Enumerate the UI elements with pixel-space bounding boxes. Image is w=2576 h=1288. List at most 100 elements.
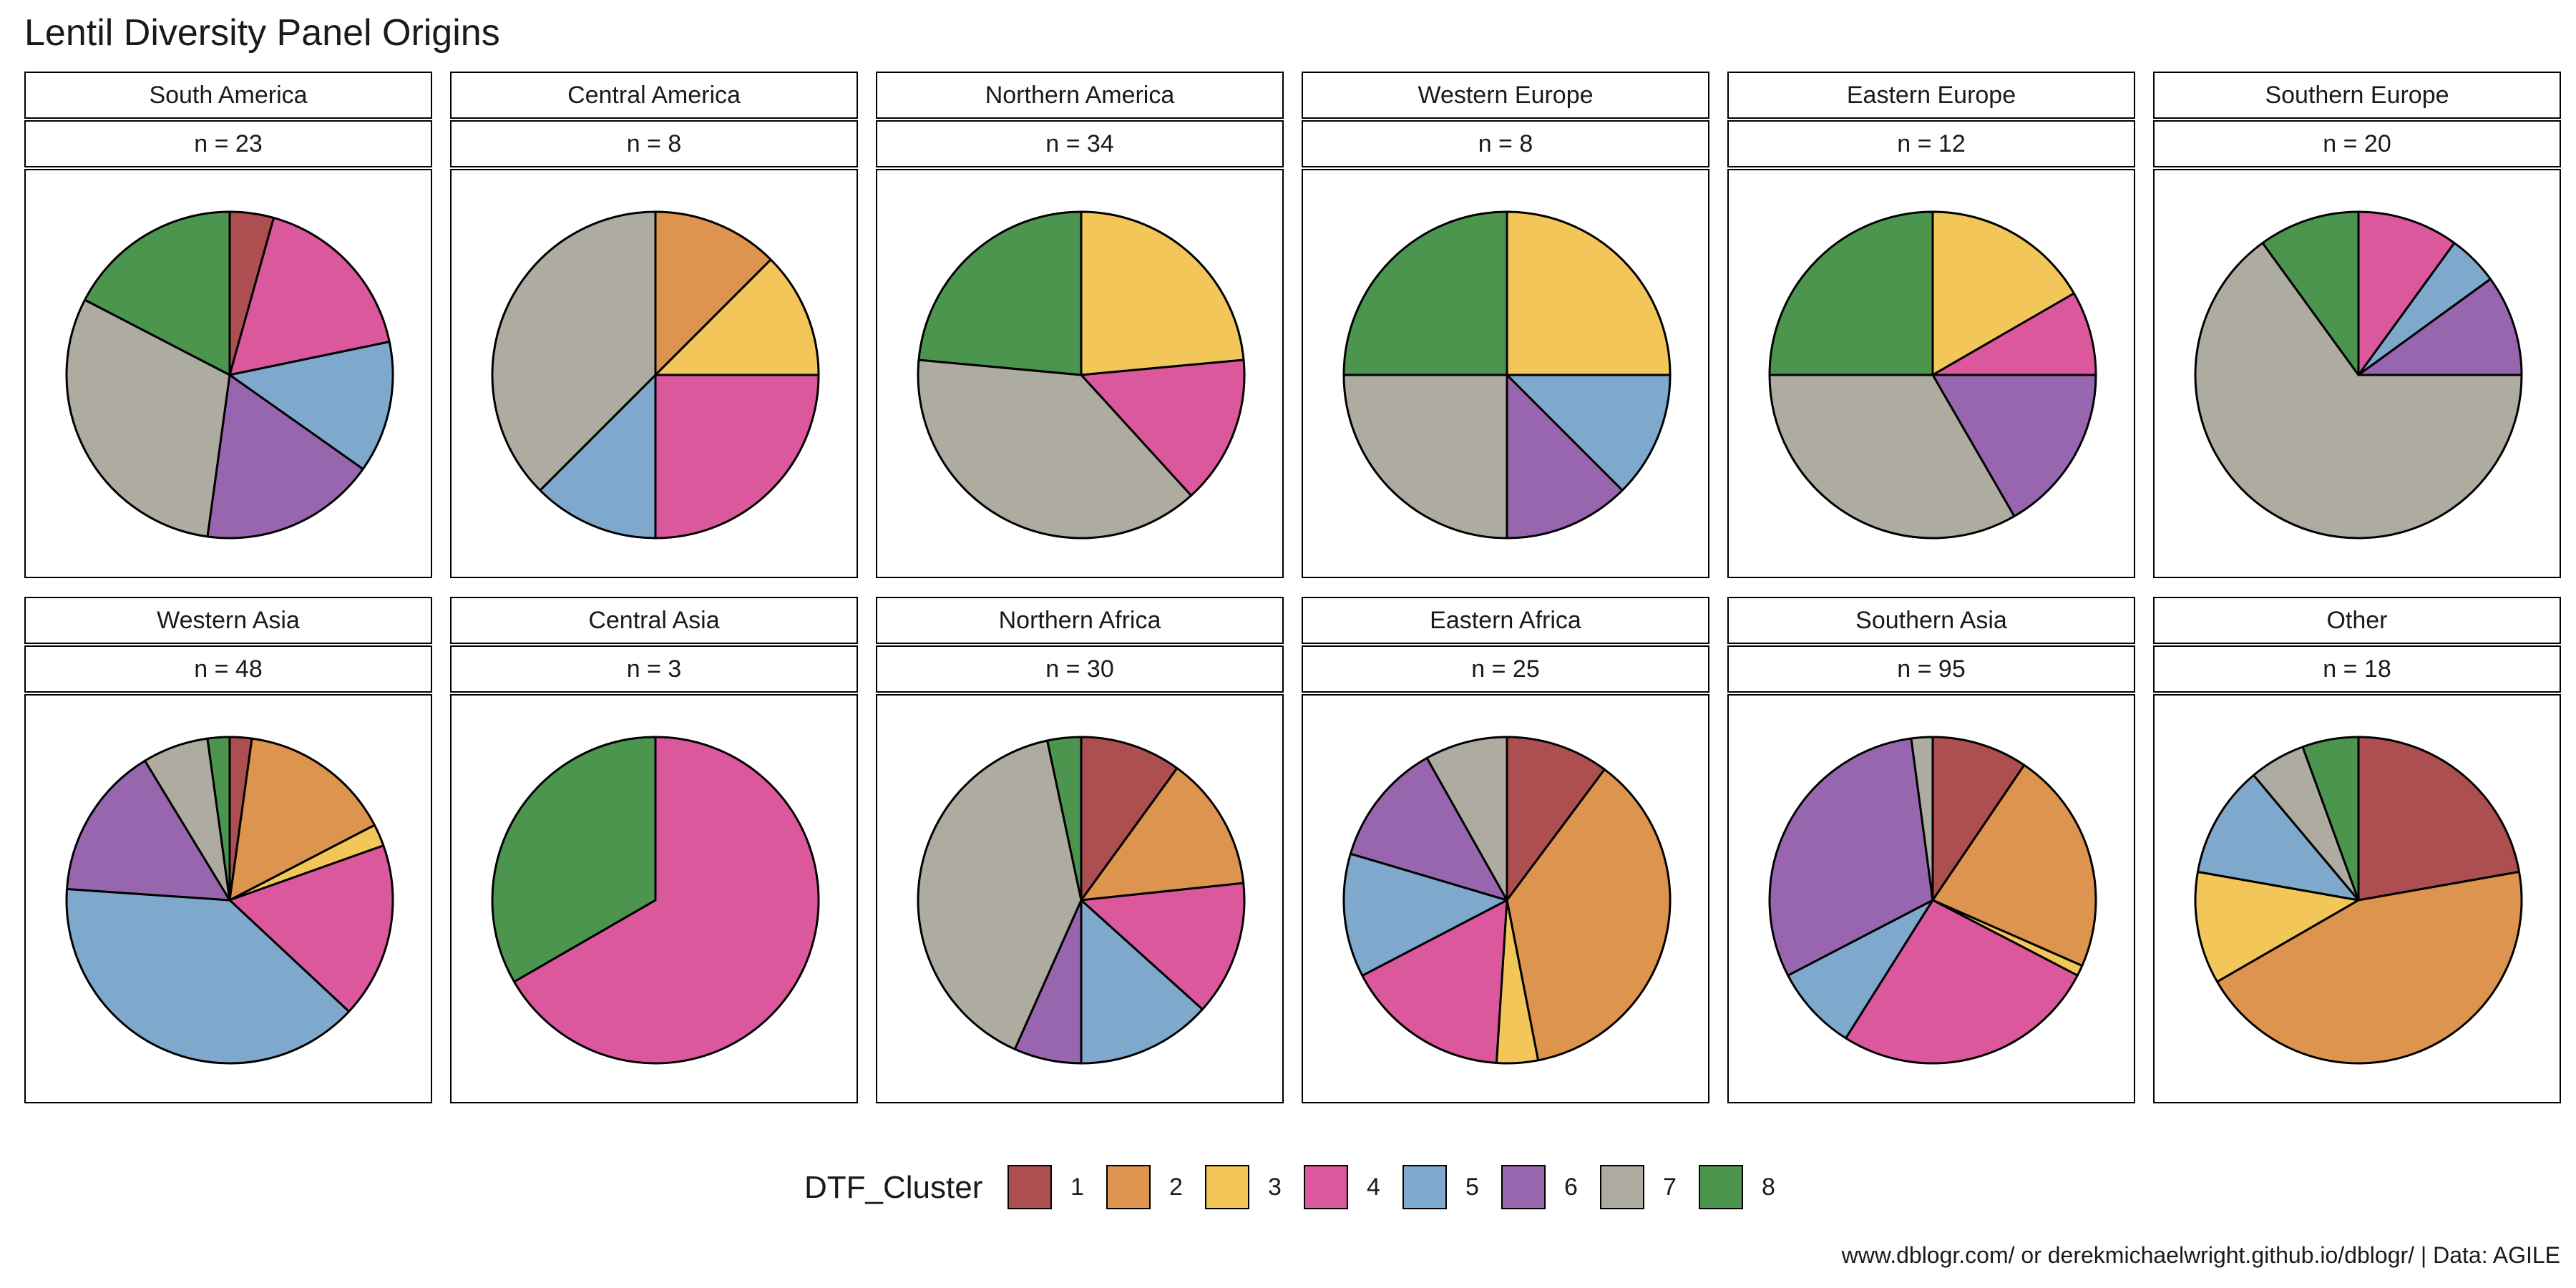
facet-northern-america: Northern America n = 34 — [876, 72, 1284, 580]
pie-panel — [876, 694, 1284, 1103]
pie-slice-cluster-3 — [1506, 210, 1672, 376]
legend-key — [1205, 1165, 1249, 1209]
facet-count-label: n = 48 — [24, 645, 432, 693]
pie-slice-cluster-6 — [1349, 756, 1508, 902]
pie-slice-cluster-7 — [917, 739, 1083, 1050]
pie-slice-cluster-3 — [1931, 210, 2075, 376]
facet-region-label: Western Asia — [24, 597, 432, 644]
legend-label: 2 — [1169, 1174, 1183, 1201]
pie-slice-cluster-8 — [491, 736, 657, 983]
pie-slice-cluster-5 — [1342, 852, 1508, 977]
pie-slice-cluster-5 — [539, 374, 657, 540]
pie-slice-cluster-8 — [2261, 210, 2360, 376]
caption: www.dblogr.com/ or derekmichaelwright.gi… — [1841, 1242, 2560, 1268]
legend-label: 6 — [1564, 1174, 1578, 1201]
pie-slice-cluster-4 — [513, 736, 820, 1065]
pie-slice-cluster-1 — [2357, 736, 2521, 902]
pie-chart — [1342, 210, 1672, 540]
pie-panel — [876, 169, 1284, 578]
legend-label: 4 — [1367, 1174, 1380, 1201]
pie-chart — [491, 210, 820, 540]
facet-region-label: Central America — [450, 72, 858, 119]
pie-slice-cluster-7 — [1342, 374, 1508, 540]
pie-slice-cluster-5 — [1787, 899, 1934, 1040]
facet-region-label: Southern Asia — [1727, 597, 2135, 644]
pie-slice-cluster-6 — [206, 374, 364, 540]
facet-count-label: n = 20 — [2153, 120, 2561, 167]
pie-slice-cluster-1 — [1931, 736, 2026, 902]
pie-slice-cluster-6 — [66, 759, 231, 902]
facet-region-label: Eastern Europe — [1727, 72, 2135, 119]
facet-eastern-europe: Eastern Europe n = 12 — [1727, 72, 2135, 580]
pie-panel — [2153, 169, 2561, 578]
pie-panel — [24, 169, 432, 578]
pie-slice-cluster-5 — [65, 887, 351, 1065]
pie-slice-cluster-7 — [1768, 374, 2016, 540]
pie-panel — [1302, 694, 1709, 1103]
pie-slice-cluster-1 — [1506, 736, 1606, 902]
facet-count-label: n = 3 — [450, 645, 858, 693]
pie-slice-cluster-5 — [2196, 774, 2360, 902]
legend-label: 7 — [1663, 1174, 1677, 1201]
facet-region-label: Central Asia — [450, 597, 858, 644]
legend-key — [1008, 1165, 1052, 1209]
pie-slice-cluster-3 — [2194, 870, 2360, 983]
pie-slice-cluster-8 — [1046, 736, 1083, 902]
facet-region-label: Southern Europe — [2153, 72, 2561, 119]
pie-slice-cluster-4 — [228, 844, 394, 1013]
legend: DTF_Cluster 1 2 3 4 5 6 7 8 — [0, 1161, 2576, 1215]
pie-slice-cluster-6 — [1506, 374, 1624, 540]
chart-title: Lentil Diversity Panel Origins — [24, 12, 500, 54]
pie-slice-cluster-8 — [1342, 210, 1508, 376]
pie-slice-cluster-8 — [206, 736, 231, 902]
facet-western-europe: Western Europe n = 8 — [1302, 72, 1709, 580]
facet-central-asia: Central Asia n = 3 — [450, 597, 858, 1105]
pie-slice-cluster-2 — [1506, 768, 1672, 1062]
pie-panel — [450, 169, 858, 578]
pie-slice-cluster-7 — [491, 210, 657, 492]
pie-slice-cluster-7 — [65, 298, 231, 538]
pie-panel — [1727, 169, 2135, 578]
pie-chart — [2194, 736, 2523, 1065]
facet-count-label: n = 18 — [2153, 645, 2561, 693]
pie-slice-cluster-7 — [917, 358, 1193, 540]
facet-region-label: Other — [2153, 597, 2561, 644]
pie-slice-cluster-2 — [2216, 870, 2523, 1065]
pie-slice-cluster-5 — [228, 341, 394, 470]
pie-slice-cluster-8 — [917, 210, 1083, 376]
pie-slice-cluster-6 — [2357, 278, 2523, 376]
legend-label: 1 — [1070, 1174, 1084, 1201]
legend-key — [1600, 1165, 1644, 1209]
pie-chart — [917, 736, 1246, 1065]
legend-key — [1501, 1165, 1546, 1209]
pie-slice-cluster-4 — [1080, 358, 1246, 497]
facet-western-asia: Western Asia n = 48 — [24, 597, 432, 1105]
pie-slice-cluster-4 — [654, 374, 820, 540]
pie-chart — [65, 210, 394, 540]
pie-slice-cluster-8 — [1768, 210, 1934, 376]
facet-other: Other n = 18 — [2153, 597, 2561, 1105]
pie-slice-cluster-1 — [1080, 736, 1179, 902]
pie-slice-cluster-2 — [1080, 767, 1245, 902]
facet-southern-europe: Southern Europe n = 20 — [2153, 72, 2561, 580]
facet-count-label: n = 30 — [876, 645, 1284, 693]
facet-count-label: n = 23 — [24, 120, 432, 167]
pie-panel — [1727, 694, 2135, 1103]
facet-count-label: n = 12 — [1727, 120, 2135, 167]
pie-slice-cluster-2 — [228, 737, 376, 902]
legend-key — [1699, 1165, 1743, 1209]
legend-label: 5 — [1465, 1174, 1479, 1201]
facet-count-label: n = 25 — [1302, 645, 1709, 693]
pie-chart — [2194, 210, 2523, 540]
pie-panel — [1302, 169, 1709, 578]
pie-slice-cluster-4 — [1844, 899, 2079, 1065]
pie-slice-cluster-2 — [1931, 763, 2097, 967]
pie-chart — [65, 736, 394, 1065]
pie-slice-cluster-3 — [1080, 210, 1245, 376]
legend-key — [1304, 1165, 1348, 1209]
facet-count-label: n = 34 — [876, 120, 1284, 167]
pie-slice-cluster-5 — [1080, 899, 1204, 1065]
pie-chart — [917, 210, 1246, 540]
pie-slice-cluster-4 — [228, 216, 391, 376]
